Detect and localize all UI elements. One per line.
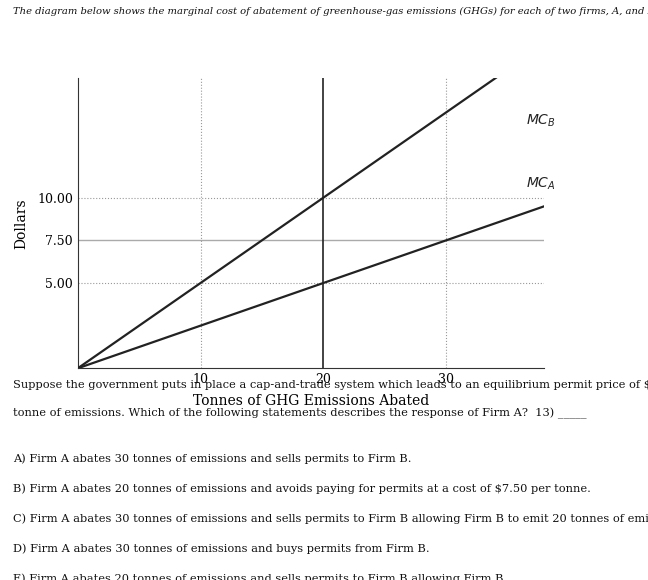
Text: E) Firm A abates 20 tonnes of emissions and sells permits to Firm B allowing Fir: E) Firm A abates 20 tonnes of emissions … (13, 574, 507, 580)
Y-axis label: Dollars: Dollars (15, 198, 29, 249)
Text: B) Firm A abates 20 tonnes of emissions and avoids paying for permits at a cost : B) Firm A abates 20 tonnes of emissions … (13, 483, 591, 494)
Text: $MC_B$: $MC_B$ (526, 113, 555, 129)
Text: $MC_A$: $MC_A$ (526, 176, 555, 192)
X-axis label: Tonnes of GHG Emissions Abated: Tonnes of GHG Emissions Abated (193, 394, 429, 408)
Text: C) Firm A abates 30 tonnes of emissions and sells permits to Firm B allowing Fir: C) Firm A abates 30 tonnes of emissions … (13, 513, 648, 524)
Text: The diagram below shows the marginal cost of abatement of greenhouse-gas emissio: The diagram below shows the marginal cos… (13, 7, 648, 16)
Text: tonne of emissions. Which of the following statements describes the response of : tonne of emissions. Which of the followi… (13, 408, 586, 419)
Text: D) Firm A abates 30 tonnes of emissions and buys permits from Firm B.: D) Firm A abates 30 tonnes of emissions … (13, 543, 430, 554)
Text: A) Firm A abates 30 tonnes of emissions and sells permits to Firm B.: A) Firm A abates 30 tonnes of emissions … (13, 453, 411, 463)
Text: Suppose the government puts in place a cap-and-trade system which leads to an eq: Suppose the government puts in place a c… (13, 380, 648, 390)
